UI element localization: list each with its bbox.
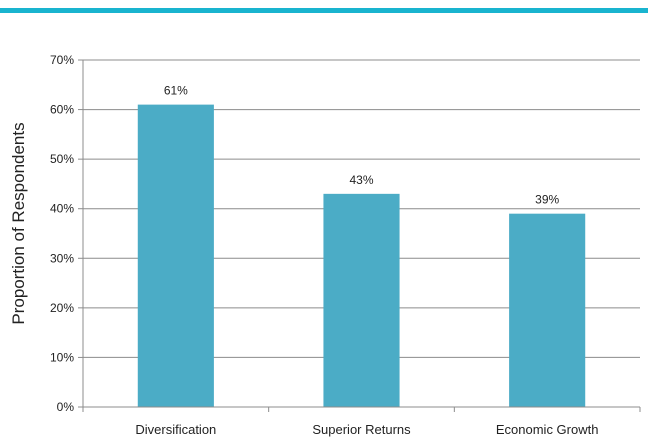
- y-tick-label: 60%: [50, 103, 74, 117]
- bar: [509, 213, 586, 407]
- data-label: 43%: [349, 173, 373, 187]
- bars: [137, 104, 586, 407]
- data-label: 39%: [535, 193, 559, 207]
- y-tick-label: 20%: [50, 301, 74, 315]
- y-tick-label: 40%: [50, 202, 74, 216]
- x-tick-labels: Diversification Superior Returns Economic …: [135, 422, 598, 437]
- y-tick-label: 30%: [50, 251, 74, 265]
- x-tick-label: Economic Growth: [496, 422, 599, 437]
- bar: [323, 193, 400, 407]
- header-accent-bar: [0, 8, 648, 13]
- y-tick-label: 70%: [50, 53, 74, 67]
- x-tick-label: Diversification: [135, 422, 216, 437]
- y-tick-label: 50%: [50, 152, 74, 166]
- axes: [82, 60, 641, 412]
- y-tick-label: 0%: [57, 400, 75, 414]
- bar: [137, 104, 214, 407]
- x-tick-label: Superior Returns: [312, 422, 411, 437]
- data-labels: 61% 43% 39%: [164, 84, 560, 207]
- y-tick-label: 10%: [50, 350, 74, 364]
- data-label: 61%: [164, 84, 188, 98]
- y-axis-title: Proportion of Respondents: [9, 122, 28, 324]
- y-tick-labels: 0% 10% 20% 30% 40% 50% 60% 70%: [50, 53, 74, 414]
